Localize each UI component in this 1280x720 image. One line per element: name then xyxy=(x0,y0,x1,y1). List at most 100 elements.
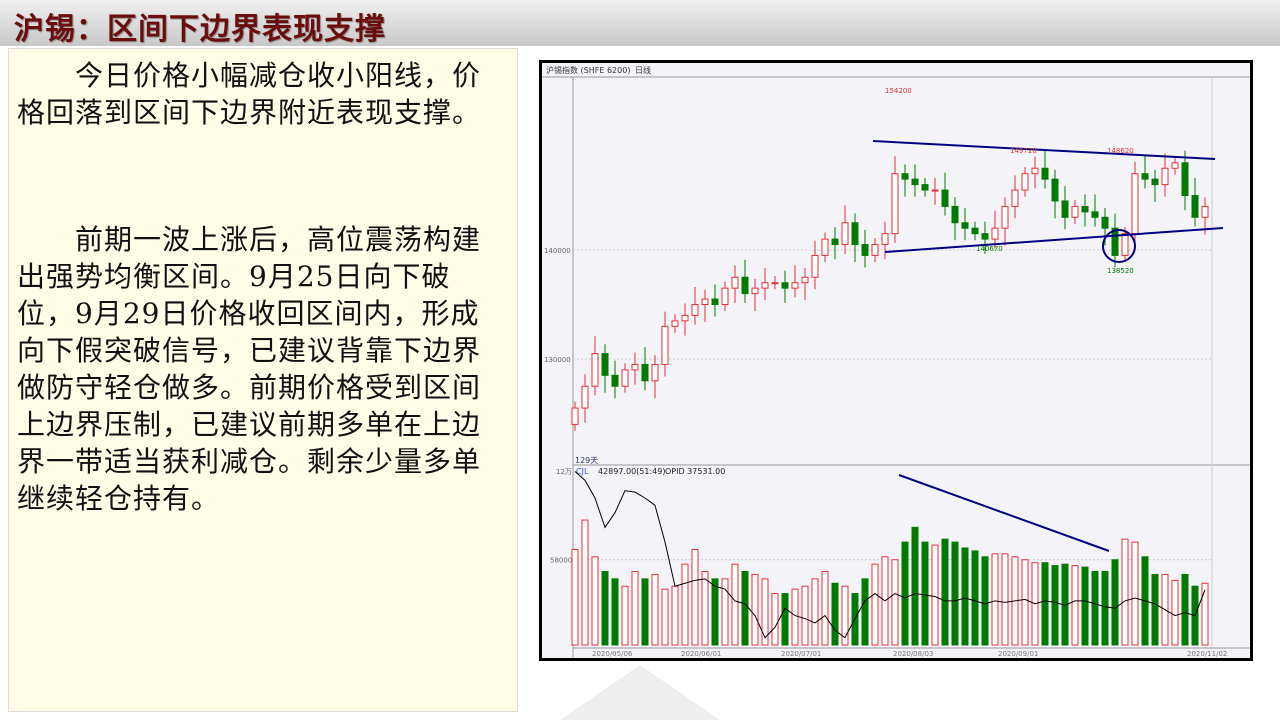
candle-body xyxy=(701,298,709,306)
low-label: 138520 xyxy=(1107,267,1134,275)
candle-body xyxy=(751,287,759,295)
candle-body xyxy=(841,222,849,246)
candle-body xyxy=(911,178,919,186)
candle-body xyxy=(871,244,879,256)
candle-body xyxy=(601,353,609,376)
paragraph-2: 前期一波上涨后，高位震荡构建出强势均衡区间。9月25日向下破位，9月29日价格收… xyxy=(17,223,482,515)
candlestick-chart: 沪锡指数 (SHFE 6200) 日线 129天 12万 CJL 42897.0… xyxy=(542,65,1250,658)
candle-body xyxy=(1121,233,1129,256)
volume-bar xyxy=(711,578,719,646)
candle-body xyxy=(631,363,639,371)
volume-bar xyxy=(571,548,579,646)
indicator-selector[interactable]: CJL xyxy=(576,467,589,476)
candle-body xyxy=(941,189,949,207)
candle-body xyxy=(1191,195,1199,218)
candle-body xyxy=(571,407,579,425)
candle-body xyxy=(881,233,889,246)
volume-bar xyxy=(1001,553,1009,646)
period-selector[interactable]: 日线 xyxy=(635,65,651,75)
volume-bar xyxy=(1121,538,1129,646)
candle-body xyxy=(1111,227,1119,256)
volume-bar xyxy=(921,541,929,646)
candle-body xyxy=(831,238,839,246)
candle-body xyxy=(681,314,689,322)
candle-body xyxy=(1091,211,1099,218)
candle-body xyxy=(931,189,939,192)
volume-bar xyxy=(951,541,959,646)
candle-body xyxy=(671,320,679,327)
candle-body xyxy=(1021,173,1029,191)
candle-body xyxy=(1161,167,1169,186)
volume-bar xyxy=(1041,562,1049,646)
volume-bar xyxy=(991,553,999,646)
candle-body xyxy=(741,276,749,295)
volume-bar xyxy=(751,573,759,646)
date-tick-label: 2020/09/01 xyxy=(998,650,1038,658)
slide-title: 沪锡：区间下边界表现支撑 xyxy=(14,12,386,47)
volume-bar xyxy=(1071,565,1079,646)
volume-bar xyxy=(1111,559,1119,646)
peak-label: 148620 xyxy=(1107,147,1134,155)
candle-body xyxy=(981,233,989,240)
volume-bar xyxy=(761,578,769,646)
volume-bar xyxy=(671,585,679,646)
candle-body xyxy=(621,369,629,387)
peak-label: 149720 xyxy=(1010,147,1037,155)
open-interest-line xyxy=(574,471,1206,639)
volume-bar xyxy=(621,585,629,646)
candle-body xyxy=(991,227,999,240)
volume-bar xyxy=(1201,582,1209,646)
candle-body xyxy=(901,173,909,180)
volume-bar xyxy=(971,550,979,646)
volume-readout: 42897.00(51:49) xyxy=(598,467,665,476)
volume-bar xyxy=(661,588,669,646)
candle-body xyxy=(731,276,739,289)
volume-bar xyxy=(871,563,879,646)
candle-body xyxy=(1051,178,1059,202)
volume-bar xyxy=(1171,579,1179,646)
date-tick-label: 2020/05/06 xyxy=(592,650,633,658)
vol-axis-label: 58000 xyxy=(550,557,572,565)
volume-bar xyxy=(741,571,749,646)
candle-body xyxy=(1181,162,1189,197)
volume-bar xyxy=(1151,573,1159,646)
candle-body xyxy=(1201,205,1209,218)
candle-body xyxy=(761,282,769,289)
date-tick-label: 2020/11/02 xyxy=(1187,650,1227,658)
candle-body xyxy=(661,325,669,365)
volume-bar xyxy=(581,519,589,646)
candle-body xyxy=(1131,173,1139,235)
volume-bar xyxy=(601,571,609,646)
volume-bar xyxy=(841,585,849,646)
candle-body xyxy=(801,276,809,284)
volume-bar xyxy=(651,573,659,646)
volume-bar xyxy=(781,593,789,646)
volume-bar xyxy=(721,578,729,646)
volume-bar xyxy=(611,578,619,646)
candle-body xyxy=(721,287,729,305)
commentary-box: 今日价格小幅减仓收小阳线，价格回落到区间下边界附近表现支撑。 前期一波上涨后，高… xyxy=(8,48,518,712)
volume-bar xyxy=(1131,541,1139,646)
candle-body xyxy=(1041,167,1049,180)
candle-body xyxy=(1101,216,1109,229)
candle-body xyxy=(861,244,869,256)
candle-body xyxy=(791,282,799,289)
volume-bar xyxy=(961,547,969,646)
high-label: 154200 xyxy=(885,87,912,95)
candle-body xyxy=(811,254,819,278)
candle-body xyxy=(851,222,859,246)
candle-body xyxy=(821,238,829,256)
candle-body xyxy=(581,385,589,409)
volume-bar xyxy=(771,593,779,646)
lower-boundary-line xyxy=(884,227,1224,253)
candle-body xyxy=(1011,189,1019,207)
candle-body xyxy=(1061,200,1069,218)
date-tick-label: 2020/06/01 xyxy=(681,650,721,658)
candle-body xyxy=(1151,178,1159,186)
candle-body xyxy=(641,363,649,382)
volume-bar xyxy=(1101,571,1109,646)
volume-bar xyxy=(701,571,709,646)
candle-body xyxy=(691,304,699,316)
candle-body xyxy=(781,282,789,289)
volume-bar xyxy=(731,563,739,646)
